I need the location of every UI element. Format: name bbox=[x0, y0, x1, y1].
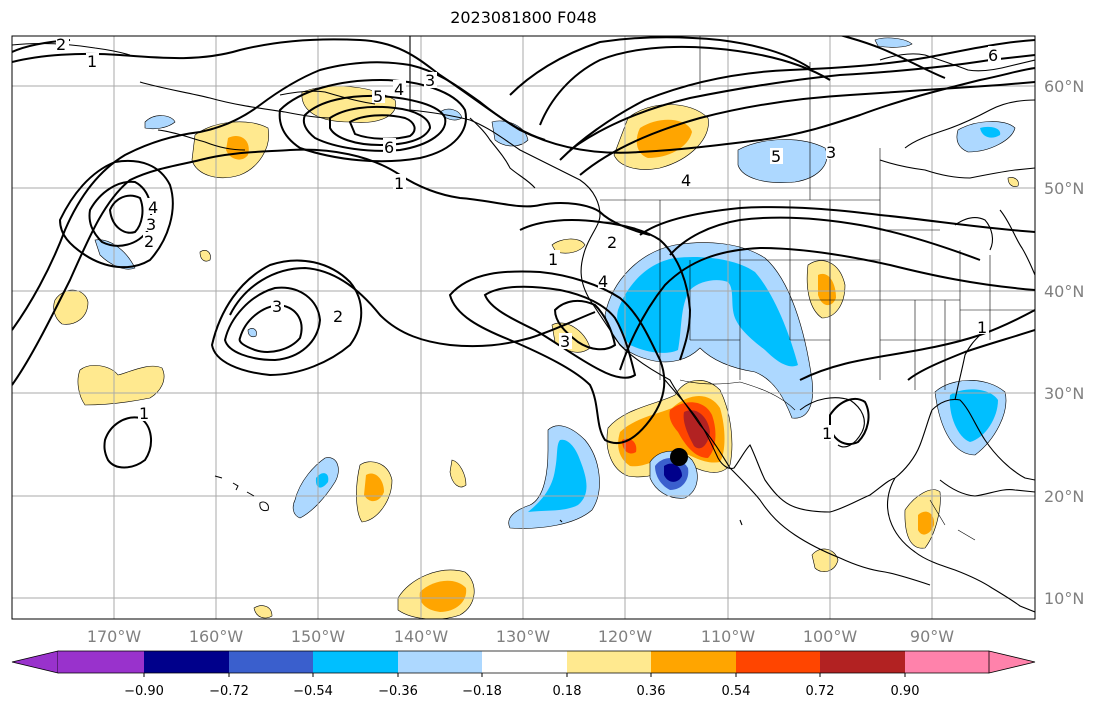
contour-label: 1 bbox=[822, 424, 832, 443]
colorbar-tick-label: −0.18 bbox=[462, 684, 502, 699]
storm-center-dot bbox=[670, 448, 688, 466]
colorbar-tick-label: 0.18 bbox=[553, 684, 582, 699]
contour-label: 2 bbox=[56, 35, 66, 54]
colorbar-segment bbox=[905, 651, 989, 673]
lon-label: 140°W bbox=[394, 627, 449, 646]
longitude-labels: 170°W 160°W 150°W 140°W 130°W 120°W 110°… bbox=[87, 627, 954, 646]
contour-label: 3 bbox=[425, 71, 435, 90]
colorbar-segment bbox=[736, 651, 820, 673]
colorbar-segment bbox=[398, 651, 482, 673]
lon-label: 100°W bbox=[803, 627, 858, 646]
lon-label: 150°W bbox=[291, 627, 346, 646]
colorbar-tick-label: −0.90 bbox=[124, 684, 164, 699]
lon-label: 90°W bbox=[910, 627, 954, 646]
contour-labels: 2 1 6 5 4 3 1 6 5 4 3 1 2 3 4 2 2 3 1 4 … bbox=[56, 35, 1001, 443]
colorbar-segment bbox=[313, 651, 398, 673]
colorbar-segment bbox=[651, 651, 736, 673]
colorbar-extend-max bbox=[988, 650, 1036, 674]
coastlines bbox=[12, 36, 1035, 613]
contour-label: 6 bbox=[384, 138, 394, 157]
lat-label: 10°N bbox=[1044, 589, 1084, 608]
contour-label: 2 bbox=[607, 233, 617, 252]
latitude-labels: 60°N 50°N 40°N 30°N 20°N 10°N bbox=[1044, 77, 1084, 608]
contour-label: 4 bbox=[598, 272, 608, 291]
colorbar-tick-label: −0.54 bbox=[293, 684, 333, 699]
lat-label: 50°N bbox=[1044, 179, 1084, 198]
contour-label: 1 bbox=[548, 250, 558, 269]
colorbar-segment bbox=[58, 651, 144, 673]
contour-label: 5 bbox=[373, 87, 383, 106]
colorbar-tick-label: 0.54 bbox=[722, 684, 751, 699]
colorbar-tick-label: 0.36 bbox=[637, 684, 666, 699]
lon-label: 130°W bbox=[496, 627, 551, 646]
lon-label: 110°W bbox=[701, 627, 756, 646]
lon-label: 160°W bbox=[189, 627, 244, 646]
colorbar-segment bbox=[229, 651, 313, 673]
negative-anomaly-shading bbox=[94, 37, 1016, 529]
colorbar-segment bbox=[567, 651, 651, 673]
colorbar-tick-label: −0.72 bbox=[209, 684, 249, 699]
colorbar-tick-label: 0.72 bbox=[806, 684, 835, 699]
map-panel: 2 1 6 5 4 3 1 6 5 4 3 1 2 3 4 2 2 3 1 4 … bbox=[12, 35, 1035, 619]
lat-label: 40°N bbox=[1044, 282, 1084, 301]
contour-label: 6 bbox=[988, 46, 998, 65]
colorbar-tick-label: −0.36 bbox=[378, 684, 418, 699]
contour-label: 5 bbox=[771, 147, 781, 166]
contour-label: 4 bbox=[681, 171, 691, 190]
contour-label: 3 bbox=[826, 143, 836, 162]
colorbar-extend-min bbox=[11, 650, 59, 674]
colorbar: −0.90 −0.72 −0.54 −0.36 −0.18 0.18 0.36 … bbox=[11, 650, 1036, 699]
lat-label: 20°N bbox=[1044, 487, 1084, 506]
lat-label: 30°N bbox=[1044, 384, 1084, 403]
contour-label: 2 bbox=[333, 307, 343, 326]
contour-label: 4 bbox=[394, 80, 404, 99]
height-contours bbox=[12, 36, 1035, 469]
contour-label: 2 bbox=[144, 232, 154, 251]
contour-label: 1 bbox=[977, 318, 987, 337]
colorbar-segment bbox=[144, 651, 229, 673]
contour-label: 3 bbox=[272, 297, 282, 316]
map-title: 2023081800 F048 bbox=[450, 8, 597, 27]
colorbar-segment bbox=[820, 651, 905, 673]
contour-label: 1 bbox=[87, 52, 97, 71]
contour-label: 4 bbox=[148, 198, 158, 217]
lon-label: 120°W bbox=[598, 627, 653, 646]
contour-label: 3 bbox=[146, 215, 156, 234]
contour-label: 1 bbox=[394, 174, 404, 193]
contour-label: 1 bbox=[139, 404, 149, 423]
colorbar-tick-label: 0.90 bbox=[891, 684, 920, 699]
hawaiian-islands bbox=[214, 475, 269, 512]
lat-label: 60°N bbox=[1044, 77, 1084, 96]
lon-label: 170°W bbox=[87, 627, 142, 646]
map-frame bbox=[11, 35, 1036, 620]
colorbar-segment bbox=[482, 651, 567, 673]
contour-label: 3 bbox=[560, 332, 570, 351]
